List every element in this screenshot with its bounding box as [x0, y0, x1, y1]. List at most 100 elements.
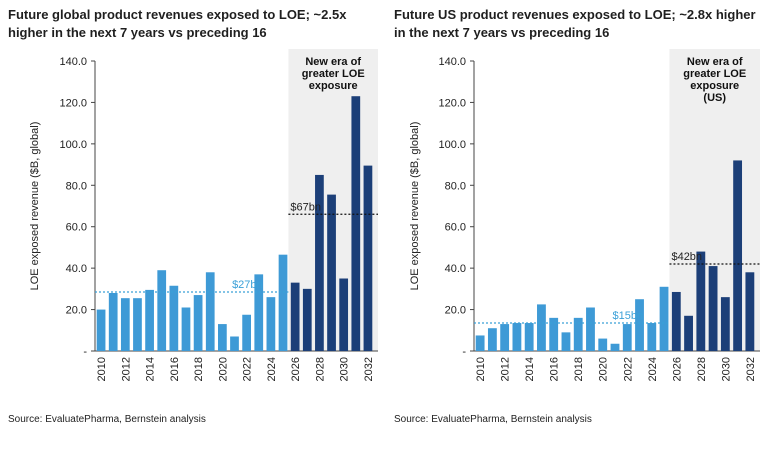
- x-tick-label: 2018: [573, 357, 585, 381]
- y-tick-label: 40.0: [445, 263, 466, 275]
- x-tick-label: 2028: [314, 357, 326, 381]
- bar-2011: [108, 293, 118, 351]
- bar-2024: [647, 323, 657, 351]
- x-tick-label: 2020: [217, 357, 229, 381]
- bar-2015: [157, 270, 167, 351]
- bar-2030: [720, 297, 730, 351]
- y-tick-label: -: [462, 346, 466, 358]
- bar-2027: [684, 315, 693, 351]
- bar-2012: [500, 324, 510, 351]
- bar-2026: [290, 282, 300, 351]
- x-tick-label: 2026: [671, 357, 683, 381]
- bar-2025: [278, 254, 288, 351]
- historic-average-label: $15bn: [613, 310, 644, 322]
- bar-2029: [327, 194, 336, 351]
- bar-2021: [230, 336, 239, 351]
- chart-title: Future US product revenues exposed to LO…: [394, 7, 756, 40]
- source-note: Source: EvaluatePharma, Bernstein analys…: [8, 414, 206, 425]
- x-tick-label: 2016: [549, 357, 561, 381]
- chart-title: Future global product revenues exposed t…: [8, 7, 347, 40]
- x-tick-label: 2030: [339, 357, 351, 381]
- bar-2014: [524, 323, 534, 351]
- era-label-line: exposure: [309, 80, 358, 92]
- x-tick-label: 2032: [745, 357, 757, 381]
- y-axis-label: LOE exposed revenue ($B, global): [409, 122, 421, 291]
- bar-2019: [205, 272, 215, 351]
- bar-2016: [169, 285, 179, 351]
- y-tick-label: 60.0: [445, 222, 466, 234]
- y-tick-label: 140.0: [438, 56, 466, 68]
- y-tick-label: 120.0: [438, 97, 466, 109]
- x-tick-label: 2030: [720, 357, 732, 381]
- bar-2010: [475, 335, 485, 351]
- x-tick-label: 2018: [193, 357, 205, 381]
- x-tick-label: 2016: [169, 357, 181, 381]
- y-tick-label: 80.0: [445, 180, 466, 192]
- era-label-line: greater LOE: [683, 68, 746, 80]
- bar-2022: [242, 314, 251, 351]
- bar-2018: [193, 295, 203, 351]
- bar-2011: [487, 328, 497, 351]
- x-tick-label: 2020: [598, 357, 610, 381]
- x-tick-label: 2012: [120, 357, 132, 381]
- x-tick-label: 2010: [96, 357, 108, 381]
- bar-2023: [635, 299, 644, 351]
- x-tick-label: 2014: [145, 357, 157, 381]
- bar-2017: [181, 307, 191, 351]
- bar-2012: [120, 298, 130, 351]
- y-axis-label: LOE exposed revenue ($B, global): [29, 122, 41, 291]
- bar-2021: [610, 343, 620, 351]
- x-tick-label: 2032: [363, 357, 375, 381]
- bar-2030: [339, 278, 349, 351]
- era-label-line: greater LOE: [302, 68, 365, 80]
- global-loe-bar-chart: - 20.0 40.0 60.0 80.0 100.0 120.0 140.0 LOE expo…: [29, 49, 378, 381]
- x-tick-label: 2024: [647, 357, 659, 381]
- global-chart-panel: Future global product revenues exposed t…: [8, 7, 378, 425]
- x-tick-label: 2022: [242, 357, 254, 381]
- historic-average-label: $27bn: [232, 279, 263, 291]
- y-tick-label: 20.0: [66, 305, 87, 317]
- era-label-line: New era of: [305, 56, 361, 68]
- bar-2013: [512, 323, 522, 351]
- bar-2032: [363, 165, 373, 351]
- bar-2019: [586, 307, 595, 351]
- us-chart-panel: Future US product revenues exposed to LO…: [390, 0, 780, 453]
- era-label-line: exposure: [690, 80, 739, 92]
- x-tick-label: 2028: [696, 357, 708, 381]
- bar-2023: [254, 274, 264, 351]
- bar-2029: [708, 266, 718, 351]
- bar-2027: [302, 288, 312, 351]
- y-tick-label: 120.0: [59, 97, 87, 109]
- bar-2015: [537, 304, 546, 351]
- x-tick-label: 2014: [524, 357, 536, 381]
- bar-2031: [733, 160, 743, 351]
- bar-2017: [561, 332, 571, 351]
- y-tick-label: 100.0: [59, 139, 87, 151]
- bar-2028: [315, 174, 324, 351]
- bar-2020: [598, 338, 608, 351]
- bar-2032: [745, 272, 755, 351]
- bar-2013: [133, 298, 142, 351]
- x-tick-label: 2022: [622, 357, 634, 381]
- bar-2014: [145, 289, 154, 351]
- bar-2028: [696, 251, 706, 351]
- era-label-line: New era of: [687, 56, 743, 68]
- bar-2018: [573, 317, 583, 351]
- x-tick-label: 2010: [475, 357, 487, 381]
- bar-2016: [549, 317, 559, 351]
- bar-2025: [659, 286, 669, 351]
- bar-2020: [218, 324, 227, 351]
- x-tick-label: 2026: [290, 357, 302, 381]
- us-loe-bar-chart: - 20.0 40.0 60.0 80.0 100.0 120.0 140.0 LOE expo…: [409, 49, 760, 381]
- y-tick-label: 60.0: [66, 222, 87, 234]
- y-tick-label: 140.0: [59, 56, 87, 68]
- era-label-line: (US): [703, 92, 726, 104]
- future-average-label: $67bn: [290, 201, 321, 213]
- future-average-label: $42bn: [671, 251, 702, 263]
- bar-2026: [671, 291, 681, 351]
- y-tick-label: 40.0: [66, 263, 87, 275]
- y-tick-label: 20.0: [445, 305, 466, 317]
- bar-2022: [622, 324, 632, 351]
- bar-2010: [96, 309, 106, 351]
- x-tick-label: 2012: [500, 357, 512, 381]
